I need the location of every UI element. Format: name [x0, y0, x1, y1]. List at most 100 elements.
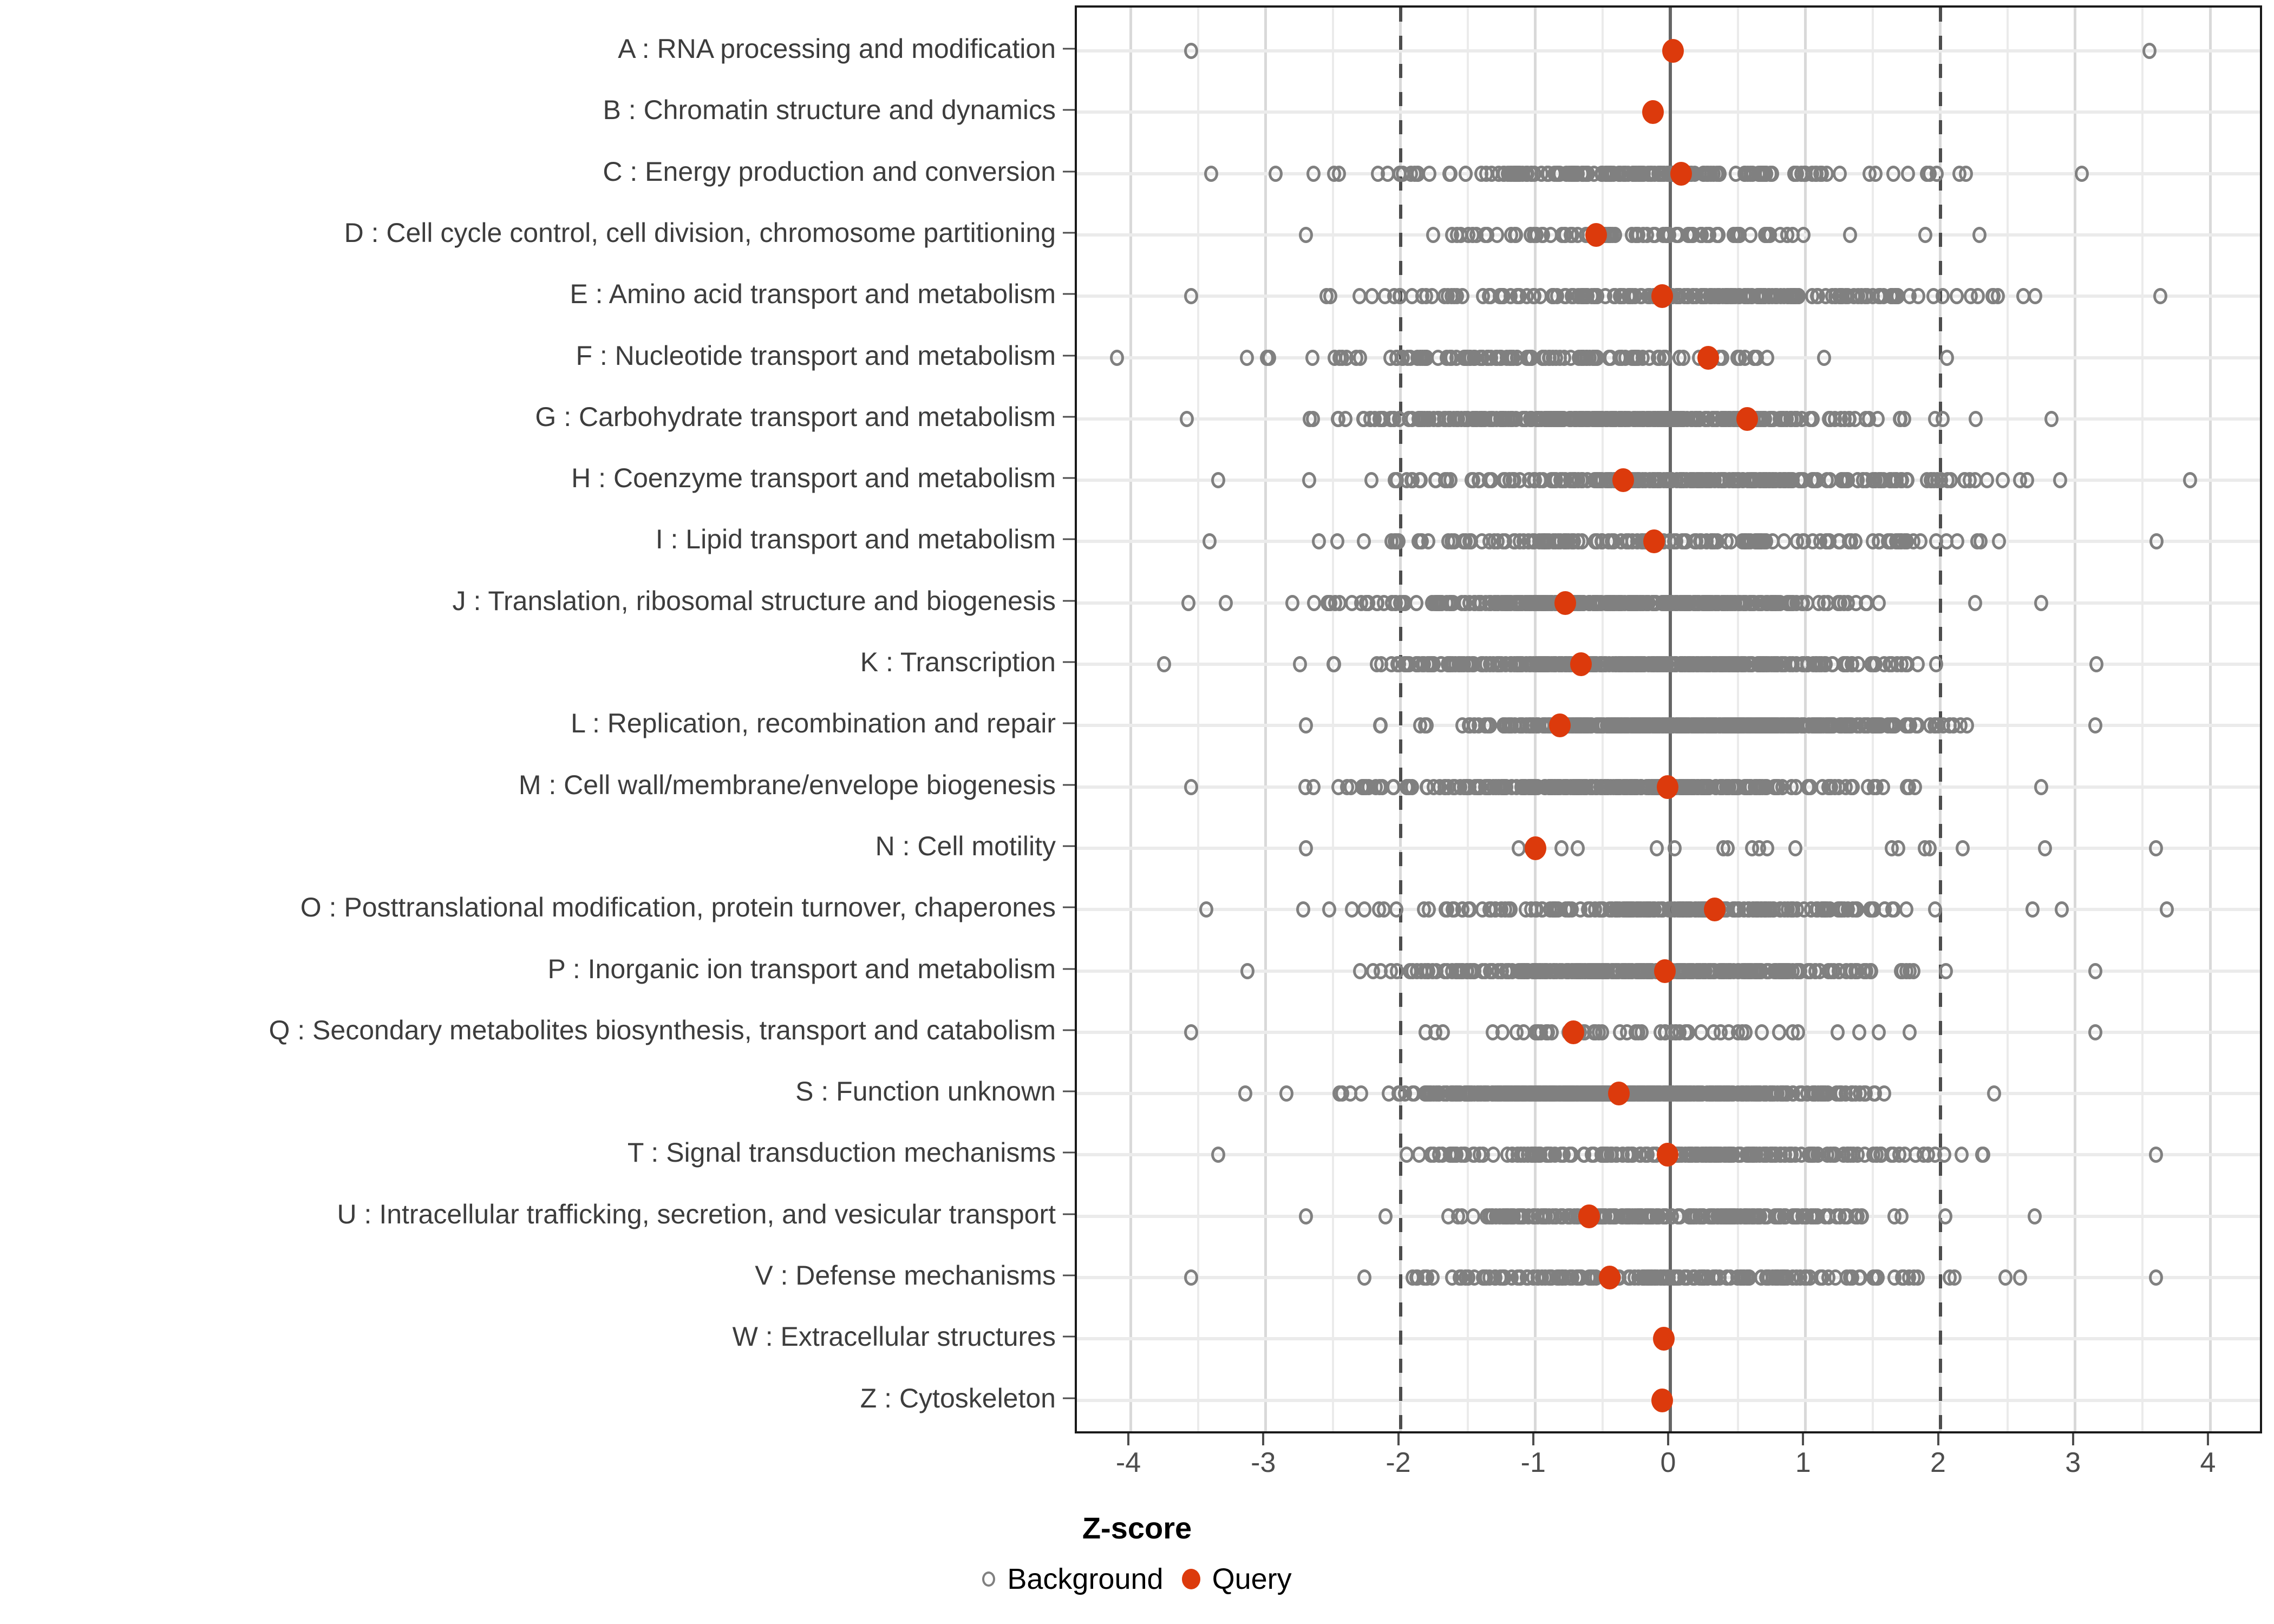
background-point	[1495, 1269, 1510, 1286]
background-point	[1746, 472, 1761, 489]
query-point-j[interactable]	[1554, 591, 1576, 615]
background-point	[1794, 472, 1808, 489]
background-point	[1609, 778, 1623, 795]
query-point-w[interactable]	[1652, 1327, 1675, 1351]
background-point	[1547, 165, 1561, 182]
query-point-o[interactable]	[1704, 898, 1726, 922]
background-point	[1985, 288, 2000, 305]
background-point	[1877, 288, 1891, 305]
background-point	[1788, 840, 1802, 856]
background-point	[1652, 656, 1667, 672]
query-point-q[interactable]	[1562, 1020, 1584, 1044]
query-point-z[interactable]	[1651, 1388, 1674, 1412]
background-point	[1972, 226, 1987, 243]
background-point	[1716, 472, 1731, 489]
query-point-m[interactable]	[1657, 775, 1678, 799]
background-point	[1527, 165, 1542, 182]
query-point-n[interactable]	[1524, 836, 1546, 860]
background-point	[1493, 288, 1508, 305]
query-point-c[interactable]	[1670, 161, 1692, 186]
background-point	[1535, 594, 1550, 611]
background-point	[1733, 226, 1747, 243]
background-point	[1837, 901, 1852, 918]
query-point-b[interactable]	[1642, 100, 1664, 125]
background-point	[1486, 962, 1500, 979]
background-point	[1760, 349, 1774, 366]
background-point	[1614, 349, 1629, 366]
background-point	[1731, 1147, 1746, 1163]
background-point	[1832, 962, 1846, 979]
query-point-d[interactable]	[1585, 222, 1607, 247]
background-point	[1285, 594, 1299, 611]
background-point	[1535, 656, 1550, 672]
query-point-h[interactable]	[1612, 468, 1634, 493]
background-point	[1780, 901, 1795, 918]
background-point	[1557, 533, 1572, 550]
query-point-i[interactable]	[1643, 529, 1665, 554]
query-point-f[interactable]	[1697, 345, 1719, 370]
background-point	[1357, 1269, 1371, 1286]
background-point	[1539, 533, 1554, 550]
query-point-p[interactable]	[1654, 959, 1676, 983]
query-point-g[interactable]	[1736, 407, 1759, 431]
background-point	[1998, 1269, 2012, 1286]
background-point	[1495, 778, 1510, 795]
background-point	[1299, 226, 1314, 243]
background-point	[1680, 594, 1695, 611]
gridline-major	[1264, 8, 1267, 1431]
background-point	[1818, 656, 1833, 672]
background-point	[1928, 717, 1943, 734]
query-point-k[interactable]	[1570, 652, 1592, 676]
background-point	[1714, 410, 1729, 427]
background-point	[1509, 226, 1524, 243]
background-point	[1595, 1024, 1609, 1040]
background-point	[1868, 717, 1883, 734]
background-point	[1562, 165, 1577, 182]
background-point	[1374, 962, 1388, 979]
y-axis-tick	[1063, 293, 1075, 295]
x-axis-ticklabel: 4	[2200, 1447, 2216, 1478]
background-point	[1754, 533, 1768, 550]
background-point	[1942, 1269, 1957, 1286]
background-point	[1538, 778, 1552, 795]
query-point-t[interactable]	[1657, 1143, 1678, 1167]
background-point	[1679, 717, 1694, 734]
background-point	[1378, 1208, 1393, 1224]
background-point	[1571, 840, 1585, 856]
query-point-a[interactable]	[1662, 39, 1684, 63]
category-label-i: I : Lipid transport and metabolism	[655, 524, 1056, 555]
query-point-u[interactable]	[1578, 1204, 1600, 1228]
y-axis-tick	[1063, 1151, 1075, 1154]
background-point	[1676, 962, 1691, 979]
background-point	[1896, 1269, 1911, 1286]
background-point	[1787, 288, 1802, 305]
background-point	[1975, 1147, 1989, 1163]
background-point	[1738, 165, 1753, 182]
background-point	[1409, 594, 1424, 611]
background-point	[1519, 656, 1534, 672]
query-point-v[interactable]	[1598, 1266, 1620, 1289]
background-point	[1678, 1269, 1693, 1286]
query-point-l[interactable]	[1548, 713, 1571, 738]
background-point	[1771, 1208, 1786, 1224]
background-point	[1417, 901, 1432, 918]
background-point	[1786, 1024, 1800, 1040]
background-point	[1306, 594, 1321, 611]
background-point	[1524, 1085, 1538, 1102]
background-point	[1302, 472, 1316, 489]
background-point	[1870, 1269, 1885, 1286]
background-point	[1562, 1208, 1577, 1224]
background-point	[1299, 717, 1314, 734]
query-point-e[interactable]	[1651, 284, 1674, 309]
background-point	[1714, 1085, 1729, 1102]
y-axis-tick	[1063, 1213, 1075, 1215]
background-point	[2013, 1269, 2028, 1286]
background-point	[1553, 410, 1567, 427]
background-point	[1364, 472, 1378, 489]
background-point	[1741, 533, 1756, 550]
background-point	[1863, 901, 1877, 918]
background-point	[2089, 656, 2103, 672]
legend-item-background: Background	[982, 1564, 1164, 1594]
query-point-s[interactable]	[1608, 1082, 1630, 1106]
background-point	[1778, 1269, 1793, 1286]
